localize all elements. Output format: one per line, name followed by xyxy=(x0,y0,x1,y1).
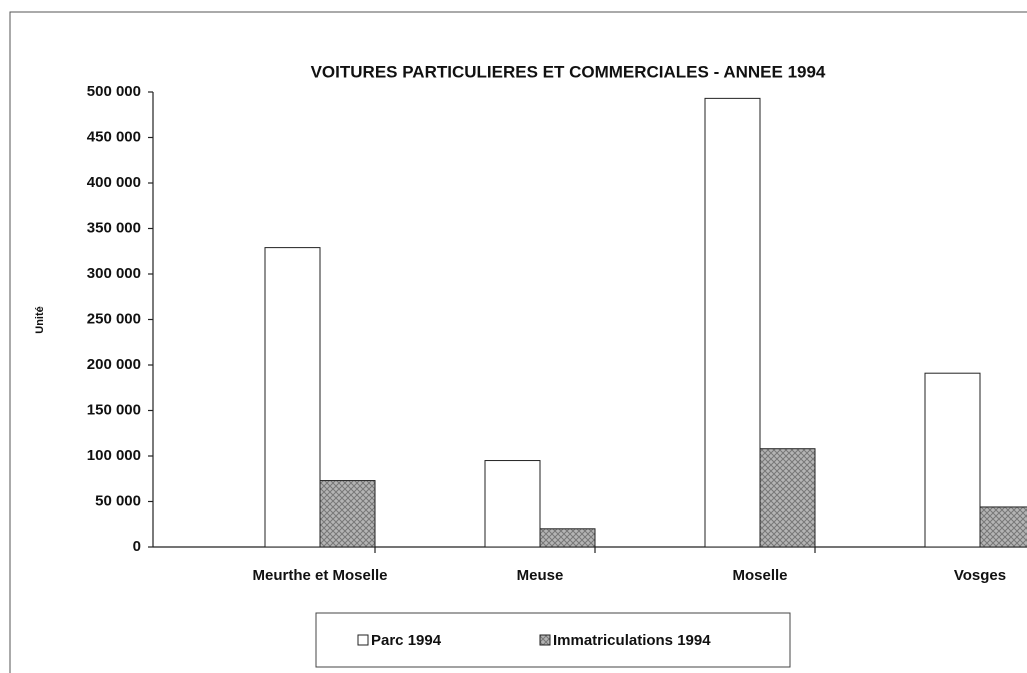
y-tick-label: 150 000 xyxy=(87,401,141,418)
y-tick-label: 300 000 xyxy=(87,265,141,282)
y-tick-label: 500 000 xyxy=(87,83,141,100)
y-tick-label: 0 xyxy=(133,538,141,555)
x-tick-label: Moselle xyxy=(732,567,787,584)
bar xyxy=(484,460,541,548)
bar xyxy=(924,372,981,548)
y-tick-label: 450 000 xyxy=(87,128,141,145)
bar xyxy=(704,97,761,548)
x-tick-label: Meurthe et Moselle xyxy=(252,567,387,584)
y-tick-label: 400 000 xyxy=(87,174,141,191)
bar xyxy=(539,528,596,548)
legend-box xyxy=(315,612,791,668)
y-tick-label: 350 000 xyxy=(87,219,141,236)
y-tick-label: 250 000 xyxy=(87,310,141,327)
bar xyxy=(319,480,376,548)
y-tick-label: 200 000 xyxy=(87,356,141,373)
bar xyxy=(264,247,321,548)
legend-swatch xyxy=(539,634,551,646)
legend-label: Parc 1994 xyxy=(371,632,442,649)
x-tick-label: Vosges xyxy=(954,567,1006,584)
chart-title: VOITURES PARTICULIERES ET COMMERCIALES -… xyxy=(311,62,826,81)
legend-label: Immatriculations 1994 xyxy=(553,632,711,649)
bar xyxy=(979,506,1027,548)
legend-swatch xyxy=(357,634,369,646)
page-border xyxy=(9,11,1027,673)
x-tick-label: Meuse xyxy=(517,567,564,584)
bar xyxy=(759,448,816,548)
y-tick-label: 100 000 xyxy=(87,447,141,464)
y-axis-label: Unité xyxy=(34,306,46,334)
y-tick-label: 50 000 xyxy=(95,492,141,509)
